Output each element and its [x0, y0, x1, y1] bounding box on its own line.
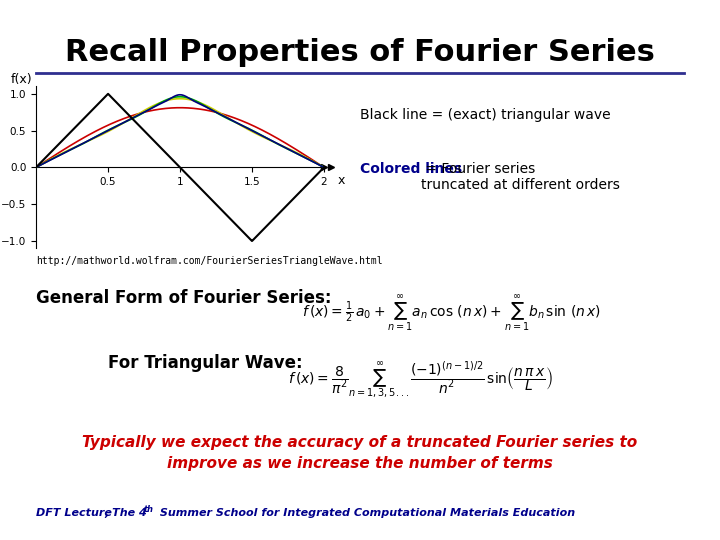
Text: th: th	[143, 505, 153, 514]
Y-axis label: f(x): f(x)	[11, 73, 32, 86]
Text: $f\,(x) = \dfrac{8}{\pi^2} \sum_{n=1,3,5...}^{\infty} \dfrac{(-1)^{(n-1)/2}}{n^2: $f\,(x) = \dfrac{8}{\pi^2} \sum_{n=1,3,5…	[288, 359, 553, 400]
Text: For Triangular Wave:: For Triangular Wave:	[108, 354, 302, 372]
Text: DFT Lecture: DFT Lecture	[36, 508, 112, 518]
Text: Colored lines: Colored lines	[360, 162, 462, 176]
Text: Summer School for Integrated Computational Materials Education: Summer School for Integrated Computation…	[156, 508, 575, 518]
Text: , The 4: , The 4	[104, 508, 147, 518]
X-axis label: x: x	[338, 174, 345, 187]
Text: Recall Properties of Fourier Series: Recall Properties of Fourier Series	[65, 38, 655, 67]
Text: improve as we increase the number of terms: improve as we increase the number of ter…	[167, 456, 553, 471]
Text: $f\,(x) = \frac{1}{2}\,a_0 + \sum_{n=1}^{\infty} a_n\,\cos\,(n\,x) + \sum_{n=1}^: $f\,(x) = \frac{1}{2}\,a_0 + \sum_{n=1}^…	[302, 294, 601, 334]
Text: Black line = (exact) triangular wave: Black line = (exact) triangular wave	[360, 108, 611, 122]
Text: http://mathworld.wolfram.com/FourierSeriesTriangleWave.html: http://mathworld.wolfram.com/FourierSeri…	[36, 256, 382, 267]
Text: General Form of Fourier Series:: General Form of Fourier Series:	[36, 289, 331, 307]
Text: Typically we expect the accuracy of a truncated Fourier series to: Typically we expect the accuracy of a tr…	[82, 435, 638, 450]
Text: = Fourier series
truncated at different orders: = Fourier series truncated at different …	[420, 162, 620, 192]
